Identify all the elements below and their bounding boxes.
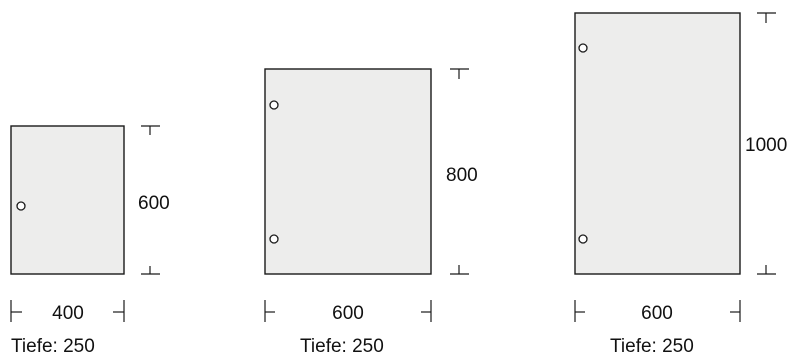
height-label: 600 bbox=[138, 193, 170, 214]
width-label: 600 bbox=[641, 303, 673, 324]
cabinet-door-panel bbox=[574, 12, 741, 275]
depth-label: Tiefe: 250 bbox=[300, 336, 384, 357]
width-label: 600 bbox=[332, 303, 364, 324]
height-label: 800 bbox=[446, 165, 478, 186]
width-dimension-marker bbox=[264, 300, 432, 322]
width-dimension-marker bbox=[10, 300, 125, 322]
cabinet-door-panel bbox=[10, 125, 125, 275]
height-dimension-marker bbox=[141, 125, 160, 275]
hinge-icon bbox=[16, 201, 26, 211]
hinge-icon bbox=[578, 43, 588, 53]
height-dimension-marker bbox=[757, 12, 776, 275]
cabinet-400x600: 600 400 Tiefe: 250 bbox=[10, 125, 170, 357]
depth-label: Tiefe: 250 bbox=[610, 336, 694, 357]
width-dimension-marker bbox=[574, 300, 741, 322]
hinge-icon bbox=[269, 100, 279, 110]
hinge-icon bbox=[578, 234, 588, 244]
height-dimension-marker bbox=[450, 68, 469, 275]
hinge-icon bbox=[269, 234, 279, 244]
depth-label: Tiefe: 250 bbox=[11, 336, 95, 357]
cabinet-600x800: 800 600 Tiefe: 250 bbox=[264, 68, 478, 357]
cabinet-door-panel bbox=[264, 68, 432, 275]
width-label: 400 bbox=[52, 303, 84, 324]
height-label: 1000 bbox=[745, 135, 787, 156]
cabinet-600x1000: 1000 600 Tiefe: 250 bbox=[574, 12, 787, 357]
